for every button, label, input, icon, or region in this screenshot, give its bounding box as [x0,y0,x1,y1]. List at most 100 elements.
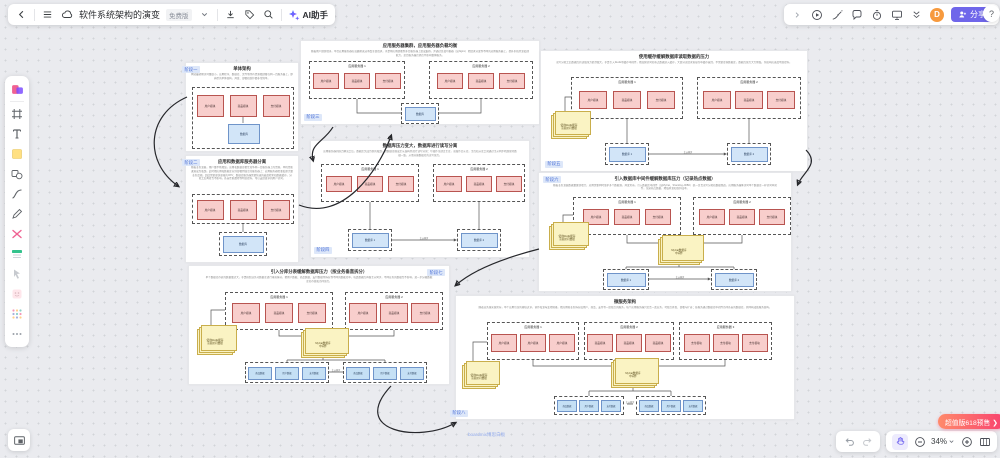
present-play-icon[interactable] [810,8,823,21]
app-server-group-3[interactable]: 应用服务器 3 支付模块 支付模块 支付模块 [679,322,772,360]
data-box[interactable]: 支付数据 [302,366,326,380]
module-box[interactable]: 支付模块 [375,73,401,89]
frame-desc[interactable]: 随着用户继续增多，单台应用服务器在高峰期无法承受全部请求，于是将应用部署到多台服… [311,50,529,57]
database-box[interactable]: 数据库 1 [606,272,646,287]
app-server-group-1[interactable]: 应用服务器 1 用户模块 商品模块 支付模块 [309,61,405,99]
frame-desc[interactable]: 单个数据库存放的数据量过大，于是按照业务对数据库进行垂直拆分，把用户数据、商品数… [205,276,433,283]
database-shard-group-1[interactable]: 商品数据 用户数据 支付数据 [554,396,624,415]
search-icon[interactable] [262,8,275,21]
more-tools-icon[interactable] [9,326,25,342]
text-tool-icon[interactable] [9,126,25,142]
frame-stage-6[interactable]: 阶段六 引入数据库中间件缓解数据库压力（记录热点数据） 随着业务发展数据量继续增… [538,172,792,292]
frame-label[interactable]: 阶段一 [182,66,200,74]
module-box[interactable]: 用户模块 [326,176,352,192]
database-shard-group-2[interactable]: 商品数据 用户数据 支付数据 [636,396,706,415]
frame-title[interactable]: 引入数据库中间件缓解数据库压力（记录热点数据） [614,176,716,181]
app-server-group-2[interactable]: 应用服务器 2 用户模块 商品模块 支付模块 [429,61,533,99]
app-server-group-1[interactable]: 应用服务器 1 用户模块 用户模块 用户模块 [487,322,579,360]
mycat-middleware-note[interactable]: MyCat数据库 中间件 [658,239,700,265]
frame-title[interactable]: 微服务架构 [614,299,636,304]
frame-title[interactable]: 数据库压力变大，数据库进行读写分离 [382,143,458,148]
document-title[interactable]: 软件系统架构的演变 [79,10,161,20]
module-box[interactable]: 用户模块 [436,176,462,192]
frame-desc[interactable]: 网站最初期访问量很小，应用程序、数据库、文件等所有资源都部署在同一台服务器上，即… [191,73,293,80]
frame-label[interactable]: 阶段六 [543,176,561,184]
module-box[interactable]: 商品模块 [613,91,641,109]
cursor-stamp-icon[interactable] [9,266,25,282]
redis-cache-note[interactable]: 使用Redis缓存 高频访问数据 [549,226,585,250]
screen-share-icon[interactable] [890,8,903,21]
promo-banner[interactable]: 超值版618预售 ❯ [938,414,1000,429]
module-box[interactable]: 商品模块 [265,303,293,323]
apps-grid-icon[interactable] [9,306,25,322]
module-box[interactable]: 支付模块 [767,91,795,109]
module-box[interactable]: 支付模块 [496,176,522,192]
frame-label[interactable]: 阶段七 [427,269,445,277]
frame-desc[interactable]: 随着业务发展数据量继续增大，应用需要同时维护多个数据源，开发复杂。引入数据库中间… [553,183,777,191]
module-box[interactable]: 商品模块 [357,176,383,192]
data-box[interactable]: 用户数据 [661,400,681,412]
menu-icon[interactable] [41,8,54,21]
share-button[interactable]: 分享 [951,7,993,22]
frame-label[interactable]: 阶段五 [545,160,563,168]
database-box[interactable]: 数据库 [404,106,436,121]
frame-stage-5[interactable]: 阶段五 使用缓存缓解数据库读取数据的压力 读写分离之后数据库的读取压力依然很大，… [540,50,808,172]
module-box[interactable]: 支付模块 [499,73,525,89]
app-server-group-2[interactable]: 应用服务器 2 用户模块 商品模块 支付模块 [433,164,525,202]
module-box[interactable]: 支付模块 [647,91,675,109]
app-server-group[interactable]: 用户模块 商品模块 支付模块 [192,194,294,224]
database-box[interactable]: 数据库 1 [608,146,646,162]
data-box[interactable]: 用户数据 [275,366,299,380]
module-box[interactable]: 用户模块 [491,334,517,352]
database-group-2[interactable]: 数据库 2 [711,269,757,290]
data-box[interactable]: 商品数据 [346,366,370,380]
module-box[interactable]: 商品模块 [466,176,492,192]
app-server-group-1[interactable]: 应用服务器 1 用户模块 商品模块 支付模块 [321,164,419,202]
frame-label[interactable]: 阶段八 [450,409,468,417]
module-box[interactable]: 商品模块 [229,200,257,220]
frame-label[interactable]: 阶段三 [304,113,322,121]
frame-title[interactable]: 引入分库分表缓解数据库压力（按业务垂直拆分） [270,269,368,274]
module-box[interactable]: 商品模块 [229,95,257,117]
connector-tool-icon[interactable] [9,186,25,202]
frame-stage-2[interactable]: 阶段二 应用和数据库服务器分离 随着业务发展，用户量不断增加，应用和数据库相互竞… [182,155,299,263]
chevron-down-icon[interactable] [198,8,211,21]
database-group-1[interactable]: 数据库 1 [603,269,649,290]
shapes-tool-icon[interactable] [9,166,25,182]
app-server-group-2[interactable]: 应用服务器 2 用户模块 商品模块 支付模块 [697,77,801,119]
mindmap-tool-icon[interactable] [9,226,25,242]
sticker-tool-icon[interactable] [9,286,25,302]
laser-pointer-icon[interactable] [830,8,843,21]
app-server-group-2[interactable]: 应用服务器 2 用户模块 商品模块 支付模块 [693,197,791,235]
module-box[interactable]: 商品模块 [380,303,408,323]
frame-desc[interactable]: 随着业务发展，用户量不断增加，应用和数据库相互竞争同一台服务器上的资源，单机性能… [191,166,293,181]
module-box[interactable]: 支付模块 [262,200,290,220]
module-box[interactable]: 用户模块 [549,334,575,352]
module-box[interactable]: 支付模块 [411,303,439,323]
module-box[interactable]: 用户模块 [699,209,725,225]
frame-desc[interactable]: 随着业务越来越复杂，单个应用包含的模块过多，协作和发布变得困难。把应用按业务拆分… [478,306,772,309]
collapse-icon[interactable] [910,8,923,21]
timer-icon[interactable] [870,8,883,21]
frame-desc[interactable]: 读写分离之后数据库的读取压力依然很大，于是引入Redis等缓存中间件，把高频访问… [556,61,792,64]
module-box[interactable]: 用户模块 [520,334,546,352]
frame-stage-7[interactable]: 阶段七 引入分库分表缓解数据库压力（按业务垂直拆分） 单个数据库存放的数据量过大… [188,265,450,385]
data-box[interactable]: 用户数据 [579,400,599,412]
module-box[interactable]: 用户模块 [437,73,463,89]
module-box[interactable]: 用户模块 [703,91,731,109]
database-group-1[interactable]: 数据库 1 [348,229,392,251]
save-download-icon[interactable] [224,8,237,21]
data-box[interactable]: 支付数据 [683,400,703,412]
database-shard-group-2[interactable]: 商品数据 用户数据 支付数据 [343,362,427,383]
module-box[interactable]: 支付模块 [712,334,739,352]
tag-icon[interactable] [243,8,256,21]
redis-cache-note[interactable]: 使用Redis缓存 高频访问数据 [197,329,233,355]
module-box[interactable]: 用户模块 [579,91,607,109]
redis-cache-note[interactable]: 使用Redis缓存 高频访问数据 [462,365,496,389]
module-box[interactable]: 用户模块 [232,303,260,323]
database-box[interactable]: 数据库 2 [730,146,768,162]
data-box[interactable]: 商品数据 [248,366,272,380]
frame-title[interactable]: 使用缓存缓解数据库读取数据的压力 [638,53,710,59]
zoom-in-icon[interactable] [960,435,973,448]
frame-stage-4[interactable]: 阶段四 数据库压力变大，数据库进行读写分离 应用服务器的压力解决之后，数据库又成… [310,140,530,258]
